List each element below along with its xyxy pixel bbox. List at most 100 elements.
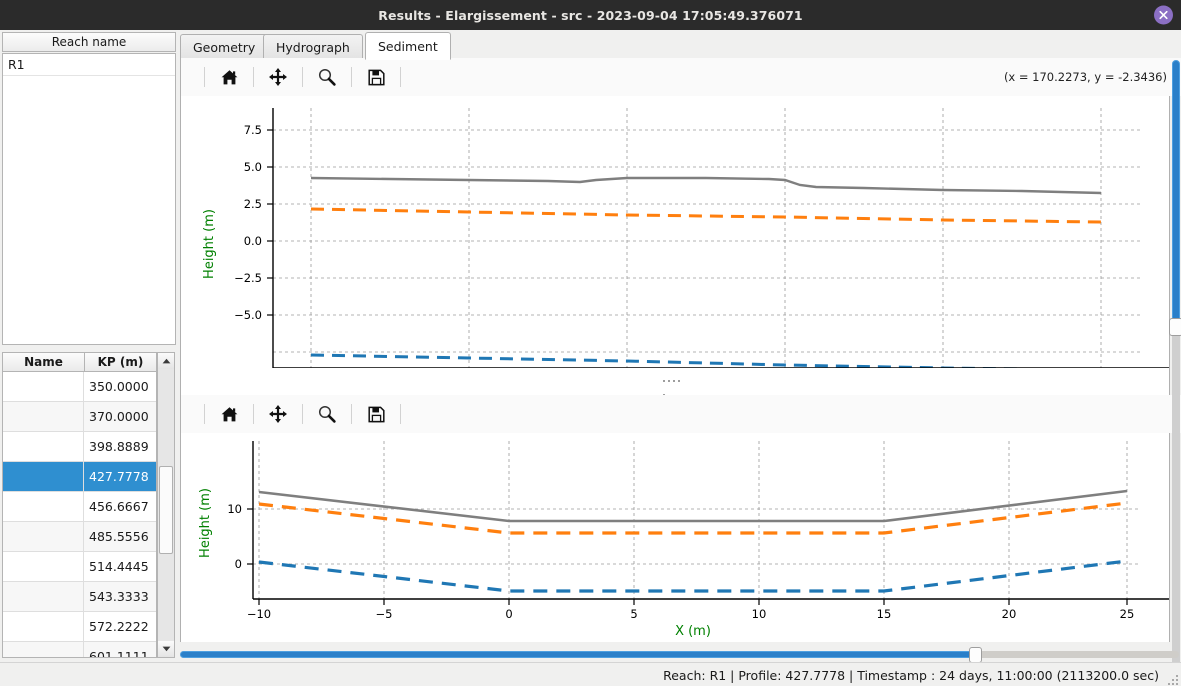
save-icon (367, 69, 385, 85)
window-title: Results - Elargissement - src - 2023-09-… (378, 7, 803, 23)
scrollbar-track[interactable] (1172, 60, 1180, 670)
x-ticks: −10 −5 0 5 10 15 20 25 (247, 599, 1134, 621)
svg-text:10: 10 (227, 502, 242, 516)
close-window-button[interactable] (1154, 5, 1173, 25)
main-area: Geometry Hydrograph Sediment (178, 30, 1181, 670)
cell-kp: 427.7778 (84, 462, 156, 492)
longitudinal-plot[interactable]: 7.5 5.0 2.5 0.0 −2.5 −5.0 (181, 96, 1169, 368)
save-button[interactable] (361, 400, 391, 428)
toolbar-separator (302, 67, 303, 87)
home-button[interactable] (214, 400, 244, 428)
scrollbar-fill (1172, 60, 1180, 326)
slider-handle[interactable] (969, 647, 982, 663)
cell-kp: 350.0000 (84, 372, 156, 402)
tab-bar: Geometry Hydrograph Sediment (180, 32, 1170, 60)
move-icon (269, 405, 287, 423)
cell-name (3, 642, 84, 657)
coordinate-readout: (x = 170.2273, y = -2.3436) (1003, 70, 1167, 84)
svg-text:−5: −5 (376, 607, 393, 621)
kp-table: Name KP (m) 350.0000 370.0000 398.8889 (0, 348, 178, 662)
reach-name-header: Reach name (2, 32, 176, 52)
toolbar-separator (253, 67, 254, 87)
table-row[interactable]: 572.2222 (3, 612, 156, 642)
kp-table-scrollbar[interactable] (157, 352, 175, 658)
svg-text:−10: −10 (247, 607, 271, 621)
table-row[interactable]: 514.4445 (3, 552, 156, 582)
timestep-slider[interactable] (180, 646, 1179, 663)
status-bar: Reach: R1 | Profile: 427.7778 | Timestam… (0, 662, 1181, 686)
table-row[interactable]: 543.3333 (3, 582, 156, 612)
magnifier-icon (318, 405, 336, 423)
column-header-name[interactable]: Name (2, 352, 85, 372)
close-icon (1159, 10, 1168, 20)
status-text: Reach: R1 | Profile: 427.7778 | Timestam… (663, 667, 1159, 683)
figure-splitter[interactable] (181, 368, 1169, 396)
toolbar-separator (400, 404, 401, 424)
reach-list-item[interactable]: R1 (3, 54, 175, 76)
column-header-kp[interactable]: KP (m) (85, 352, 157, 372)
series-terrain (310, 176, 1102, 195)
cell-kp: 456.6667 (84, 492, 156, 522)
svg-text:−2.5: −2.5 (234, 271, 262, 285)
chevron-up-icon (162, 358, 170, 364)
tab-geometry[interactable]: Geometry (180, 34, 269, 59)
y-axis-label: Height (m) (202, 209, 217, 279)
cell-kp: 485.5556 (84, 522, 156, 552)
zoom-button[interactable] (312, 400, 342, 428)
grid-horizontal (253, 508, 1141, 565)
save-button[interactable] (361, 63, 391, 91)
series-water-level (258, 501, 1128, 535)
cell-name (3, 552, 84, 582)
zoom-button[interactable] (312, 63, 342, 91)
tab-hydrograph[interactable]: Hydrograph (263, 34, 363, 59)
scroll-down-arrow-icon[interactable] (158, 641, 174, 657)
tab-sediment[interactable]: Sediment (365, 32, 451, 60)
svg-text:15: 15 (877, 607, 892, 621)
svg-text:0: 0 (505, 607, 512, 621)
scrollbar-thumb[interactable] (159, 466, 173, 554)
kp-table-header: Name KP (m) (2, 352, 157, 372)
toolbar-separator (400, 67, 401, 87)
kp-table-body: 350.0000 370.0000 398.8889 427.7778 456.… (2, 372, 157, 658)
pan-button[interactable] (263, 400, 293, 428)
chevron-down-icon (162, 646, 170, 652)
cell-kp: 370.0000 (84, 402, 156, 432)
svg-text:5: 5 (630, 607, 637, 621)
pan-button[interactable] (263, 63, 293, 91)
table-row[interactable]: 370.0000 (3, 402, 156, 432)
toolbar-separator (204, 404, 205, 424)
longitudinal-profile-figure: (x = 170.2273, y = -2.3436) (181, 58, 1181, 368)
table-row[interactable]: 485.5556 (3, 522, 156, 552)
series-terrain (258, 489, 1128, 523)
reach-list[interactable]: R1 (2, 53, 176, 345)
move-icon (269, 68, 287, 86)
cell-name (3, 462, 84, 492)
plot-toolbar-top: (x = 170.2273, y = -2.3436) (181, 58, 1181, 96)
cross-section-plot[interactable]: 10 0 −10 −5 0 5 10 (181, 433, 1169, 642)
scrollbar-handle[interactable] (1169, 318, 1181, 336)
grid-vertical (310, 108, 1102, 368)
scroll-up-arrow-icon[interactable] (158, 353, 174, 369)
splitter-grip-icon (663, 380, 687, 396)
y-ticks: 10 0 (227, 502, 253, 571)
table-row[interactable]: 350.0000 (3, 372, 156, 402)
table-row[interactable]: 456.6667 (3, 492, 156, 522)
table-row[interactable]: 601.1111 (3, 642, 156, 657)
toolbar-separator (351, 404, 352, 424)
x-axis-label: X (m) (675, 624, 711, 639)
home-icon (221, 406, 237, 421)
svg-text:2.5: 2.5 (244, 197, 262, 211)
table-row[interactable]: 398.8889 (3, 432, 156, 462)
main-vertical-scrollbar[interactable] (1169, 60, 1181, 670)
home-button[interactable] (214, 63, 244, 91)
magnifier-icon (318, 68, 336, 86)
cell-kp: 543.3333 (84, 582, 156, 612)
svg-text:5.0: 5.0 (244, 160, 262, 174)
resize-grip-icon[interactable] (1166, 673, 1178, 685)
sediment-panel: (x = 170.2273, y = -2.3436) (180, 58, 1181, 642)
svg-text:7.5: 7.5 (244, 123, 262, 137)
slider-fill (180, 651, 975, 658)
table-row-selected[interactable]: 427.7778 (3, 462, 156, 492)
cell-name (3, 612, 84, 642)
